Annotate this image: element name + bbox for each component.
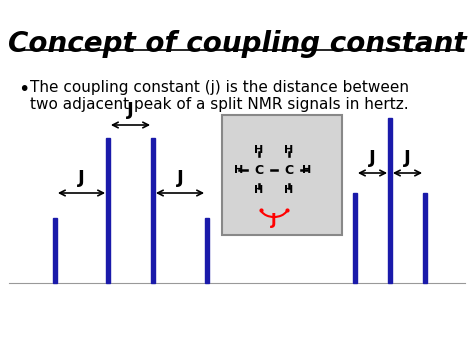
Text: C: C [255, 164, 264, 176]
Text: J: J [369, 149, 376, 167]
Text: H: H [255, 185, 264, 195]
Text: •: • [18, 80, 29, 99]
Bar [222, 115, 342, 235]
Bar [205, 218, 209, 283]
Bar [151, 138, 155, 283]
Text: H: H [255, 145, 264, 155]
Bar [388, 118, 392, 283]
Bar [106, 138, 110, 283]
Bar [353, 193, 357, 283]
Text: The coupling constant (j) is the distance between
two adjacent peak of a split N: The coupling constant (j) is the distanc… [30, 80, 409, 113]
Text: J: J [78, 169, 85, 187]
Text: C: C [284, 164, 293, 176]
Text: Concept of coupling constant: Concept of coupling constant [8, 30, 466, 58]
Bar [423, 193, 427, 283]
Text: H: H [284, 145, 293, 155]
Text: H: H [284, 185, 293, 195]
Text: J: J [404, 149, 411, 167]
Text: J: J [127, 101, 134, 119]
Text: J: J [177, 169, 183, 187]
Text: H: H [234, 165, 244, 175]
Bar [53, 218, 57, 283]
Text: H: H [302, 165, 311, 175]
Text: J: J [271, 213, 277, 229]
